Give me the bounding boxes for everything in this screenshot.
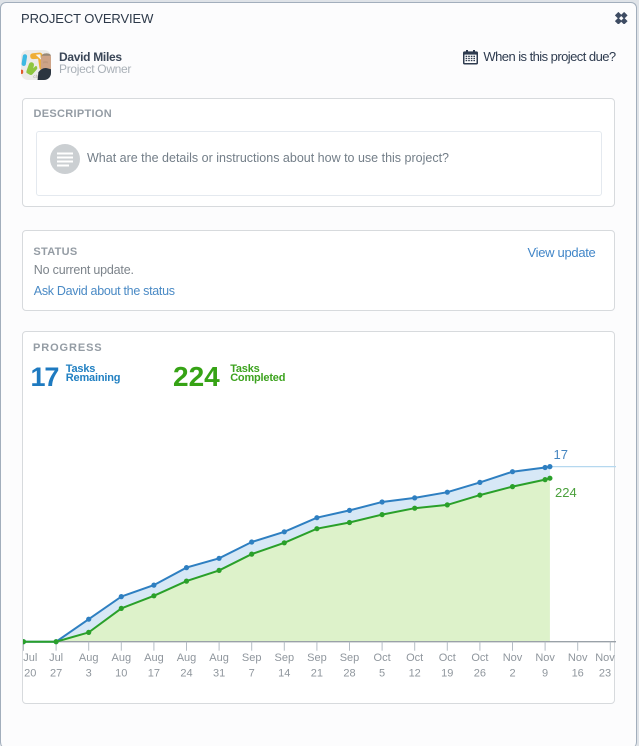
svg-text:12: 12 <box>408 668 420 680</box>
svg-text:9: 9 <box>542 668 548 680</box>
svg-text:Jul: Jul <box>23 652 37 664</box>
svg-text:Oct: Oct <box>406 652 423 664</box>
svg-text:Nov: Nov <box>595 652 615 664</box>
svg-text:Sep: Sep <box>241 652 261 664</box>
svg-text:Sep: Sep <box>307 652 327 664</box>
svg-text:2: 2 <box>509 668 515 680</box>
svg-text:19: 19 <box>441 668 453 680</box>
svg-text:21: 21 <box>310 668 322 680</box>
svg-text:5: 5 <box>379 668 385 680</box>
svg-text:26: 26 <box>473 668 485 680</box>
svg-text:Nov: Nov <box>567 652 587 664</box>
svg-text:14: 14 <box>278 668 290 680</box>
svg-text:16: 16 <box>571 668 583 680</box>
svg-text:3: 3 <box>85 668 91 680</box>
svg-text:31: 31 <box>212 668 224 680</box>
svg-text:Aug: Aug <box>78 652 98 664</box>
svg-text:Oct: Oct <box>471 652 488 664</box>
svg-text:Aug: Aug <box>209 652 229 664</box>
svg-text:24: 24 <box>180 668 192 680</box>
svg-text:224: 224 <box>555 485 577 500</box>
svg-text:23: 23 <box>598 668 610 680</box>
svg-text:Aug: Aug <box>111 652 131 664</box>
svg-text:Aug: Aug <box>176 652 196 664</box>
svg-text:27: 27 <box>49 668 61 680</box>
svg-text:Nov: Nov <box>502 652 522 664</box>
svg-text:Sep: Sep <box>339 652 359 664</box>
svg-text:Nov: Nov <box>535 652 555 664</box>
svg-text:20: 20 <box>24 668 36 680</box>
svg-text:10: 10 <box>115 668 127 680</box>
svg-text:Jul: Jul <box>49 652 63 664</box>
svg-text:chi: chi <box>33 74 39 79</box>
svg-text:Sep: Sep <box>274 652 294 664</box>
svg-text:Oct: Oct <box>373 652 390 664</box>
svg-text:17: 17 <box>147 668 159 680</box>
svg-text:Aug: Aug <box>144 652 164 664</box>
svg-text:17: 17 <box>553 447 567 462</box>
svg-text:28: 28 <box>343 668 355 680</box>
svg-text:7: 7 <box>248 668 254 680</box>
svg-text:Oct: Oct <box>438 652 455 664</box>
